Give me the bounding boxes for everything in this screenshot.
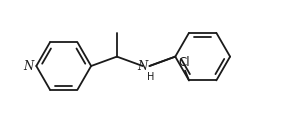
Text: H: H (147, 72, 154, 82)
Text: Cl: Cl (178, 56, 190, 69)
Text: N: N (23, 60, 33, 72)
Text: N: N (138, 60, 148, 72)
